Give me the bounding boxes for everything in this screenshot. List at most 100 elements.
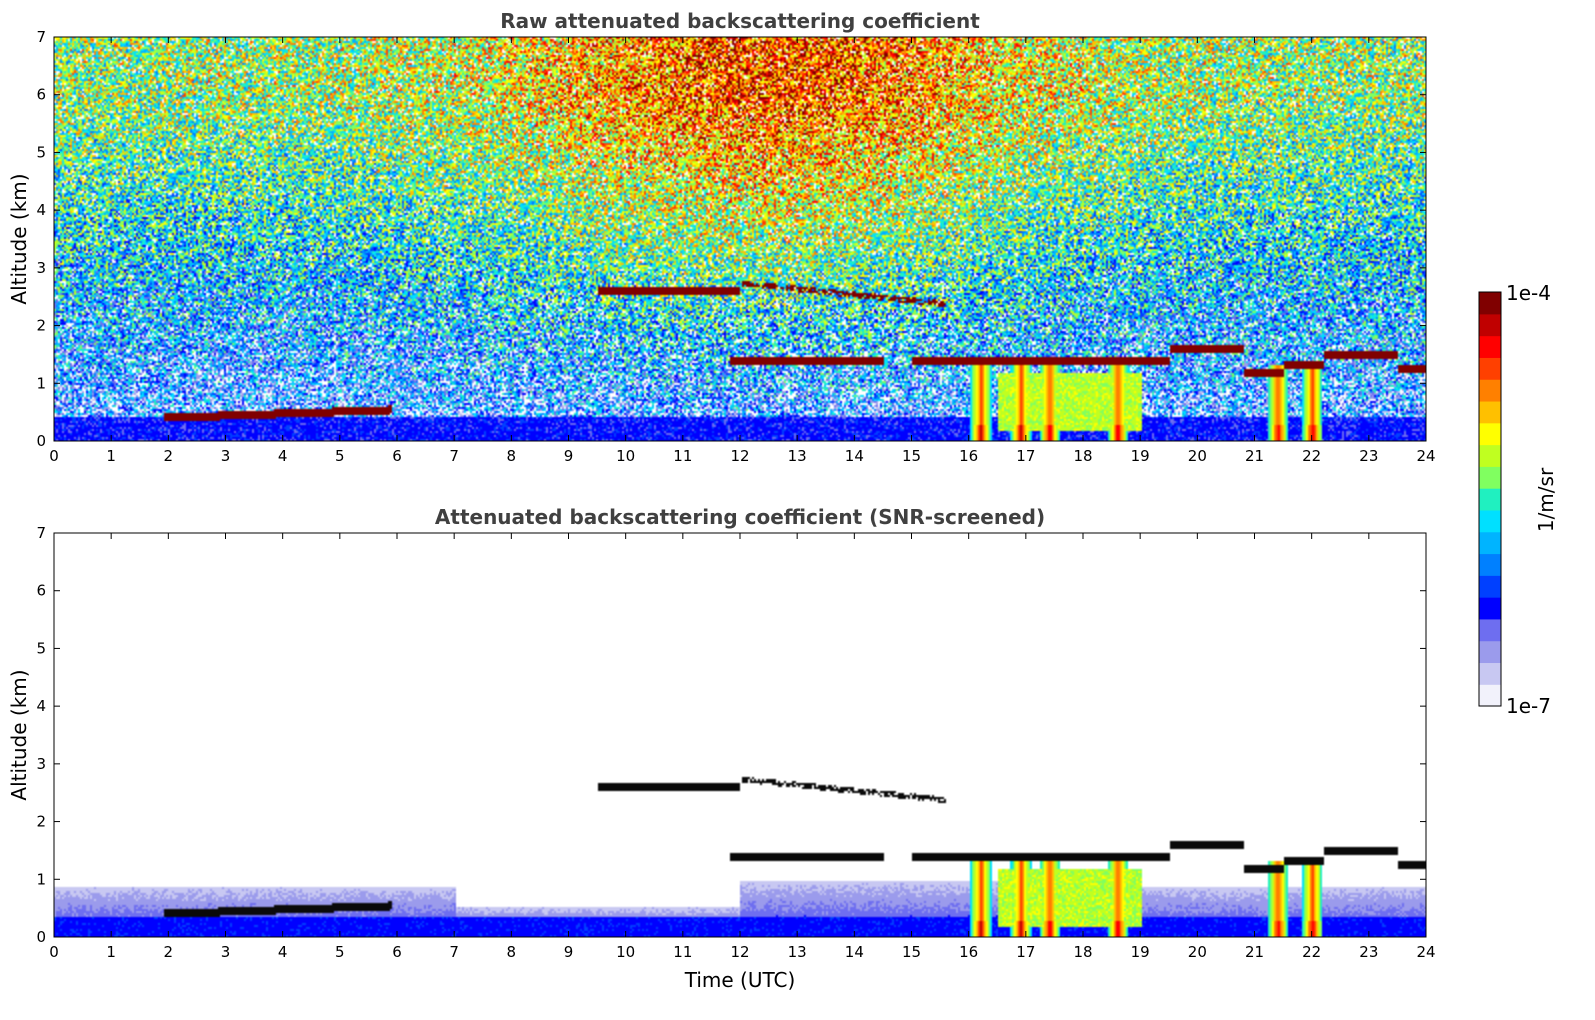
colorbar-step <box>1479 400 1501 424</box>
x-tick-label: 24 <box>1416 447 1435 465</box>
y-tick-label: 7 <box>36 524 46 542</box>
x-tick-label: 6 <box>392 447 402 465</box>
x-tick-label: 21 <box>1245 447 1264 465</box>
x-tick-label: 20 <box>1188 447 1207 465</box>
colorbar-step <box>1479 488 1501 511</box>
x-tick-label: 15 <box>902 447 921 465</box>
x-tick-label: 12 <box>730 447 749 465</box>
colorbar-unit-label: 1/m/sr <box>1534 467 1558 532</box>
x-tick-label: 9 <box>564 943 574 961</box>
x-tick-label: 18 <box>1073 447 1092 465</box>
x-tick-label: 16 <box>959 447 978 465</box>
x-tick-label: 4 <box>278 447 288 465</box>
raw-panel: Raw attenuated backscattering coefficien… <box>7 9 1436 465</box>
colorbar-step <box>1479 640 1501 664</box>
x-tick-label: 14 <box>845 447 864 465</box>
x-tick-label: 5 <box>335 447 345 465</box>
colorbar-step <box>1479 684 1501 707</box>
x-tick-label: 13 <box>788 943 807 961</box>
colorbar-step <box>1479 575 1501 598</box>
raw-heatmap-image <box>54 37 1426 441</box>
colorbar-step <box>1479 357 1501 380</box>
x-tick-label: 22 <box>1302 447 1321 465</box>
colorbar-step <box>1479 444 1501 467</box>
x-tick-label: 0 <box>49 943 59 961</box>
x-tick-label: 8 <box>507 447 517 465</box>
y-tick-label: 7 <box>36 28 46 46</box>
x-tick-label: 24 <box>1416 943 1435 961</box>
y-tick-label: 1 <box>36 374 46 392</box>
y-tick-label: 2 <box>36 813 46 831</box>
x-axis-label: Time (UTC) <box>684 968 796 992</box>
y-tick-label: 2 <box>36 317 46 335</box>
raw-y-label: Altitude (km) <box>7 173 31 304</box>
x-tick-label: 23 <box>1359 447 1378 465</box>
x-tick-label: 6 <box>392 943 402 961</box>
y-tick-label: 4 <box>36 201 46 219</box>
y-tick-label: 4 <box>36 697 46 715</box>
x-tick-label: 9 <box>564 447 574 465</box>
x-tick-label: 10 <box>616 943 635 961</box>
colorbar-gradient <box>1479 292 1501 707</box>
raw-heatmap <box>54 37 1426 441</box>
x-tick-label: 13 <box>788 447 807 465</box>
x-tick-label: 2 <box>164 943 174 961</box>
colorbar-step <box>1479 553 1501 576</box>
x-tick-label: 22 <box>1302 943 1321 961</box>
screened-y-axis: 0 1 2 3 4 5 6 7 <box>36 524 1426 946</box>
x-tick-label: 1 <box>106 943 116 961</box>
x-tick-label: 20 <box>1188 943 1207 961</box>
x-tick-label: 17 <box>1016 943 1035 961</box>
x-tick-label: 5 <box>335 943 345 961</box>
x-tick-label: 19 <box>1131 447 1150 465</box>
y-tick-label: 6 <box>36 582 46 600</box>
x-tick-label: 3 <box>221 447 231 465</box>
screened-heatmap-image <box>54 533 1426 937</box>
x-tick-label: 16 <box>959 943 978 961</box>
colorbar-step <box>1479 292 1501 315</box>
y-tick-label: 5 <box>36 639 46 657</box>
x-tick-label: 23 <box>1359 943 1378 961</box>
x-tick-label: 8 <box>507 943 517 961</box>
colorbar-step <box>1479 509 1501 533</box>
x-tick-label: 7 <box>449 943 459 961</box>
colorbar-step <box>1479 466 1501 489</box>
colorbar-step <box>1479 422 1501 446</box>
x-tick-label: 12 <box>730 943 749 961</box>
x-tick-label: 0 <box>49 447 59 465</box>
screened-x-axis: 0 1 2 3 4 5 6 7 8 9 10 11 12 13 14 15 16 17 18 19 20 21 22 23 24 <box>49 533 1436 961</box>
x-tick-label: 14 <box>845 943 864 961</box>
colorbar-step <box>1479 597 1501 620</box>
y-tick-label: 6 <box>36 86 46 104</box>
y-tick-label: 0 <box>36 432 46 450</box>
x-tick-label: 21 <box>1245 943 1264 961</box>
raw-y-axis: 0 1 2 3 4 5 6 7 <box>36 28 1426 450</box>
colorbar-step <box>1479 662 1501 685</box>
x-tick-label: 2 <box>164 447 174 465</box>
x-tick-label: 17 <box>1016 447 1035 465</box>
y-tick-label: 0 <box>36 928 46 946</box>
colorbar-frame <box>1478 291 1502 707</box>
y-tick-label: 3 <box>36 755 46 773</box>
x-tick-label: 10 <box>616 447 635 465</box>
x-tick-label: 1 <box>106 447 116 465</box>
colorbar-step <box>1479 335 1501 358</box>
x-tick-label: 11 <box>673 943 692 961</box>
x-tick-label: 3 <box>221 943 231 961</box>
x-tick-label: 4 <box>278 943 288 961</box>
colorbar: 1e-4 1e-7 1/m/sr <box>1478 281 1558 718</box>
colorbar-min-label: 1e-7 <box>1506 694 1551 718</box>
x-tick-label: 15 <box>902 943 921 961</box>
colorbar-step <box>1479 379 1501 402</box>
x-tick-label: 11 <box>673 447 692 465</box>
raw-x-axis: 0 1 2 3 4 5 6 7 8 9 10 11 12 13 14 15 16 17 18 19 20 21 22 23 24 <box>49 37 1436 465</box>
screened-heatmap <box>54 533 1426 937</box>
colorbar-step <box>1479 531 1501 555</box>
y-tick-label: 1 <box>36 870 46 888</box>
y-tick-label: 3 <box>36 259 46 277</box>
x-tick-label: 7 <box>449 447 459 465</box>
screened-panel: Attenuated backscattering coefficient (S… <box>7 505 1436 992</box>
colorbar-step <box>1479 618 1501 642</box>
x-tick-label: 18 <box>1073 943 1092 961</box>
